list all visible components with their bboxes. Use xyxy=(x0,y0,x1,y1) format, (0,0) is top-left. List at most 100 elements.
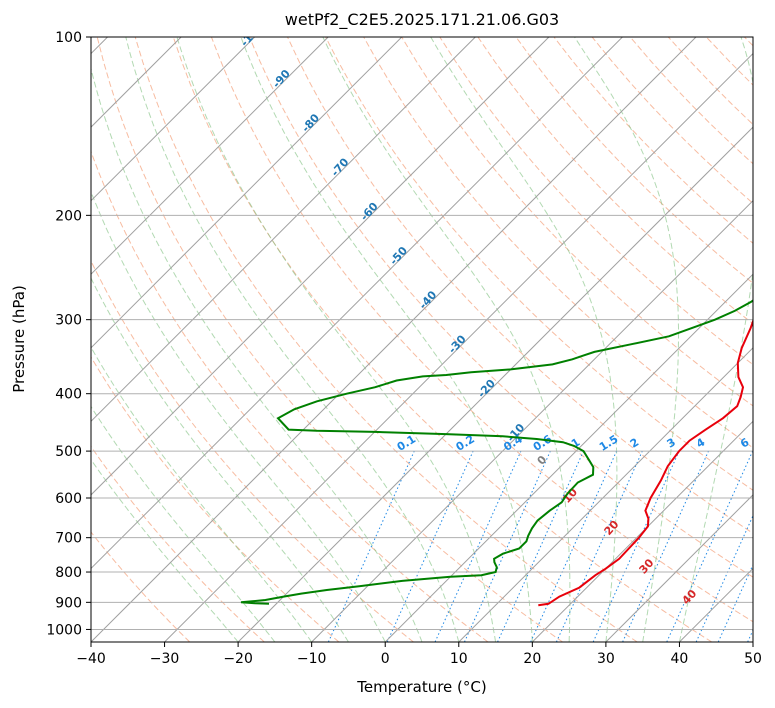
dry-adiabats xyxy=(91,37,753,642)
dry-adiabat-line xyxy=(401,37,753,407)
plot-frame xyxy=(90,36,754,643)
dry-adiabat-line xyxy=(91,356,340,642)
mixing-ratio-label: 0.6 xyxy=(531,432,555,454)
mixing-ratio-line xyxy=(666,450,753,642)
moist-adiabat-line xyxy=(91,276,349,642)
isotherm-line xyxy=(531,420,753,642)
dewpoint-line xyxy=(240,299,753,605)
moist-adiabat-line xyxy=(91,66,423,642)
isotherm-label: -70 xyxy=(329,155,352,179)
isotherm-line xyxy=(91,37,403,349)
x-tick-label: 20 xyxy=(523,651,541,667)
x-axis-title: Temperature (°C) xyxy=(356,678,486,696)
moist-adiabat-line xyxy=(176,37,497,642)
y-tick-label: 700 xyxy=(55,531,82,547)
isotherms xyxy=(91,37,753,642)
x-tick-label: 40 xyxy=(671,651,689,667)
x-tick-label: −30 xyxy=(150,651,180,667)
y-tick-label: 500 xyxy=(55,444,82,460)
isotherm-label: -80 xyxy=(299,111,322,135)
moist-adiabat-line xyxy=(574,37,679,642)
mixing-ratio-line xyxy=(747,628,753,642)
moist-adiabat-line xyxy=(322,37,571,642)
moist-adiabat-line xyxy=(430,37,618,642)
mixing-ratio-line xyxy=(622,450,709,642)
isotherm-label: -30 xyxy=(446,332,469,356)
mixing-ratio-line xyxy=(434,450,522,642)
dry-adiabat-line xyxy=(553,37,753,244)
isotherm-line xyxy=(458,347,753,642)
isotherm-line xyxy=(605,494,753,642)
x-tick-label: −10 xyxy=(297,651,327,667)
mixing-ratio-line xyxy=(464,450,551,642)
moist-adiabat-line xyxy=(91,190,386,642)
isotherm-label: -50 xyxy=(387,244,410,268)
isotherm-line xyxy=(91,37,697,642)
y-tick-label: 1000 xyxy=(46,622,82,638)
mixing-ratio-label: 2 xyxy=(628,436,641,451)
isotherm-label-warm: 30 xyxy=(637,556,657,576)
isobars xyxy=(91,37,753,630)
y-tick-label: 600 xyxy=(55,491,82,507)
dry-adiabat-line xyxy=(667,37,753,126)
y-tick-label: 400 xyxy=(55,387,82,403)
mixing-ratio-line xyxy=(695,514,753,642)
moist-adiabat-line xyxy=(91,346,313,642)
isotherm-label: -60 xyxy=(358,200,381,224)
y-tick-label: 300 xyxy=(55,313,82,329)
isotherm-line xyxy=(91,37,476,423)
mixing-ratio-label: 6 xyxy=(738,435,752,450)
mixing-ratio-line xyxy=(530,450,618,642)
plot-area: -100-90-80-70-60-50-40-30-20-10010203040… xyxy=(91,20,753,642)
dry-adiabat-line xyxy=(172,37,713,642)
isotherm-line xyxy=(311,199,753,642)
mixing-ratio-label: 4 xyxy=(694,435,708,450)
isotherm-line xyxy=(91,37,329,275)
dry-adiabat-line xyxy=(744,37,753,47)
x-tick-label: 0 xyxy=(381,651,390,667)
mixing-ratio-line xyxy=(386,450,474,642)
moist-adiabat-line xyxy=(91,458,239,642)
mixing-ratio-lines xyxy=(327,450,753,642)
mixing-ratio-line xyxy=(555,450,643,642)
isotherm-label: -90 xyxy=(270,67,293,91)
dry-adiabat-line xyxy=(96,37,563,642)
dry-adiabat-line xyxy=(515,37,753,284)
moist-adiabats xyxy=(91,37,753,642)
moist-adiabat-line xyxy=(678,37,753,642)
chart-title: wetPf2_C2E5.2025.171.21.06.G03 xyxy=(285,10,559,30)
x-tick-label: 50 xyxy=(744,651,762,667)
dry-adiabat-line xyxy=(91,259,414,642)
dry-adiabat-line xyxy=(91,531,191,642)
dry-adiabat-line xyxy=(439,37,753,366)
y-tick-label: 200 xyxy=(55,208,82,224)
x-tick-label: −40 xyxy=(76,651,106,667)
mixing-ratio-line xyxy=(717,563,753,642)
mixing-ratio-line xyxy=(327,450,415,642)
isotherm-label-warm: 40 xyxy=(679,587,699,607)
moist-adiabat-line xyxy=(240,37,533,642)
dry-adiabat-line xyxy=(210,37,753,623)
isotherm-line xyxy=(91,37,550,496)
y-axis-title: Pressure (hPa) xyxy=(10,285,28,393)
x-axis: −40 −30 −20 −10 0 10 20 30 40 50 xyxy=(76,642,762,667)
dry-adiabat-line xyxy=(248,37,753,578)
isotherm-line xyxy=(679,567,753,642)
moist-adiabat-line xyxy=(91,405,276,642)
dry-adiabat-line xyxy=(591,37,753,204)
isotherm-line xyxy=(384,273,753,642)
moist-adiabat-line xyxy=(125,37,460,642)
temperature-line xyxy=(538,318,753,607)
isotherm-line xyxy=(91,37,623,570)
mixing-ratio-line xyxy=(497,450,584,642)
isotherm-line xyxy=(752,641,753,642)
dry-adiabat-line xyxy=(705,37,753,86)
isotherm-label: -100 xyxy=(238,20,266,49)
y-tick-label: 800 xyxy=(55,565,82,581)
x-tick-label: −20 xyxy=(223,651,253,667)
isotherm-line xyxy=(91,37,256,202)
isotherm-line xyxy=(237,126,753,642)
mixing-ratio-label: 3 xyxy=(665,436,678,451)
